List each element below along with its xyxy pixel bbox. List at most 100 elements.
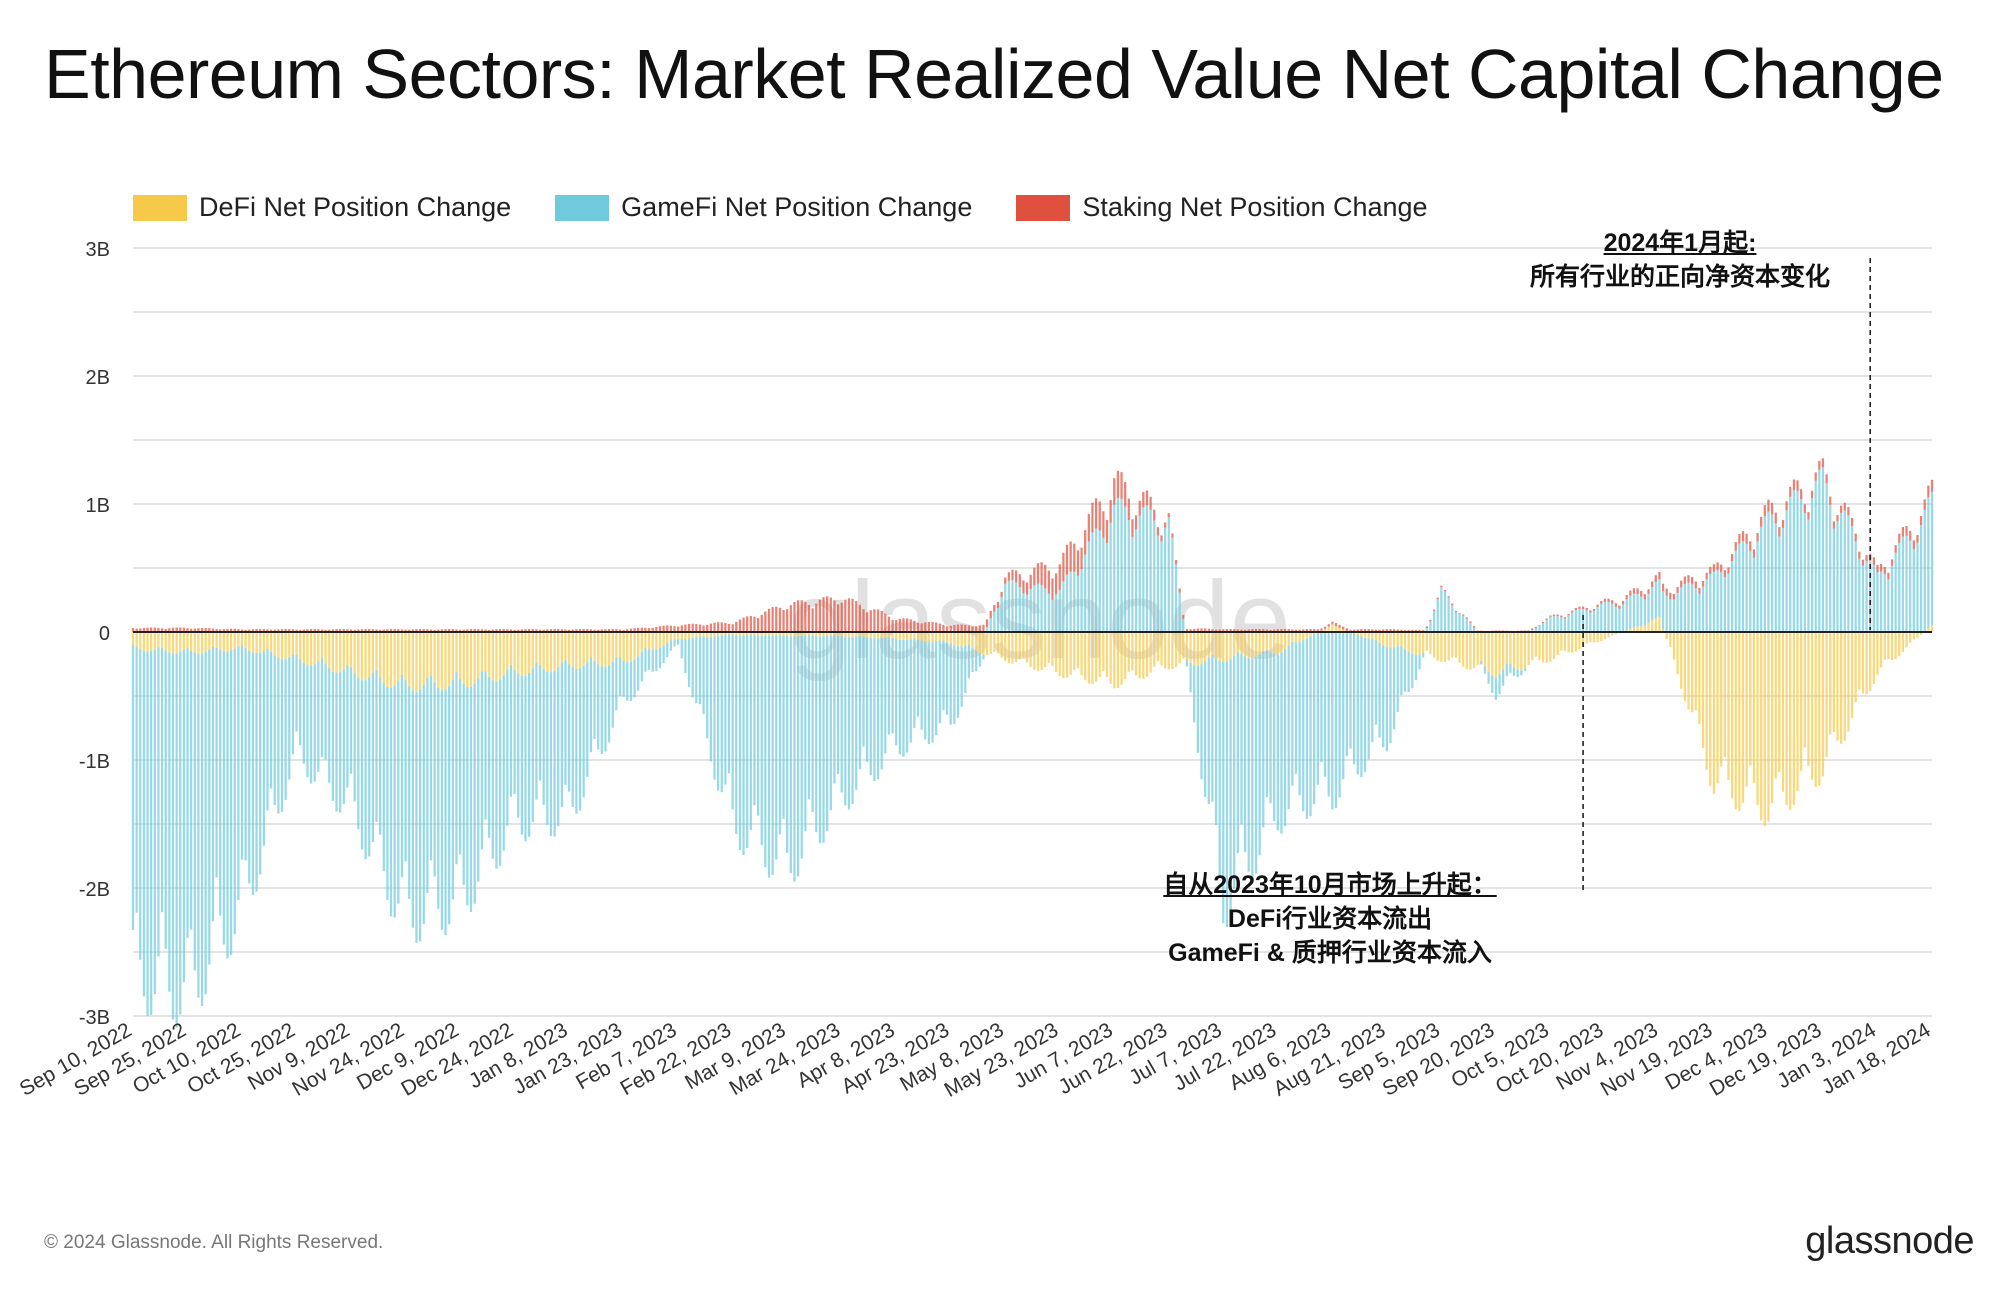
bar-gamefi	[1174, 564, 1178, 632]
bar-defi	[1371, 632, 1374, 639]
legend-item-staking[interactable]: Staking Net Position Change	[1016, 192, 1428, 223]
bar-staking	[1269, 629, 1272, 632]
bar-defi	[633, 632, 636, 660]
bar-staking	[822, 597, 825, 632]
bar-staking	[509, 629, 513, 632]
bar-gamefi	[1774, 523, 1777, 632]
bar-gamefi	[836, 635, 840, 775]
bar-staking	[1367, 629, 1370, 632]
bar-defi	[153, 632, 156, 650]
bar-gamefi	[1222, 662, 1225, 924]
bar-staking	[193, 628, 196, 632]
bar-defi	[226, 632, 229, 652]
bar-gamefi	[1861, 565, 1865, 632]
bar-defi	[1494, 632, 1497, 678]
bar-staking	[655, 626, 658, 632]
bar-gamefi	[1356, 634, 1359, 775]
bar-gamefi	[626, 662, 629, 701]
bar-defi	[259, 632, 262, 653]
bar-staking	[244, 629, 247, 632]
bar-defi	[1890, 632, 1894, 661]
y-axis-ticks: -3B -2B -1B 0 1B 2B 3B	[79, 239, 110, 1029]
bar-staking	[400, 629, 404, 632]
bar-gamefi	[1520, 670, 1523, 676]
bar-gamefi	[1898, 542, 1901, 632]
bar-defi	[1574, 632, 1577, 652]
legend-label-gamefi: GameFi Net Position Change	[621, 192, 973, 222]
bar-staking	[1305, 629, 1309, 632]
bar-gamefi	[1022, 593, 1025, 632]
bar-gamefi	[1512, 667, 1516, 676]
bar-gamefi	[1029, 589, 1032, 632]
bar-staking	[302, 629, 305, 632]
bar-gamefi	[1472, 627, 1476, 632]
bar-staking	[1149, 496, 1152, 510]
bar-staking	[364, 629, 367, 632]
bar-staking	[691, 623, 694, 632]
bar-gamefi	[873, 638, 876, 782]
bar-staking	[724, 622, 727, 632]
bar-defi	[320, 632, 324, 659]
bar-staking	[1581, 606, 1585, 609]
bar-gamefi	[1305, 638, 1309, 819]
bar-defi	[1850, 632, 1854, 719]
bar-defi	[742, 632, 745, 636]
bar-staking	[1629, 590, 1632, 596]
bar-defi	[484, 632, 487, 672]
bar-staking	[1385, 629, 1388, 632]
bar-gamefi	[393, 685, 396, 918]
bar-gamefi	[862, 636, 865, 747]
bar-gamefi	[498, 679, 502, 866]
bar-staking	[1814, 472, 1817, 481]
bar-gamefi	[1265, 649, 1269, 798]
bar-defi	[996, 632, 1000, 654]
legend-item-defi[interactable]: DeFi Net Position Change	[133, 192, 511, 223]
bar-staking	[942, 624, 945, 632]
bar-staking	[1567, 613, 1570, 616]
bar-gamefi	[1269, 652, 1272, 804]
bar-defi	[935, 632, 938, 642]
bar-gamefi	[1062, 581, 1065, 632]
bar-defi	[1058, 632, 1061, 677]
bar-defi	[324, 632, 327, 664]
bar-gamefi	[455, 672, 458, 865]
bar-gamefi	[1840, 512, 1843, 632]
bar-gamefi	[1469, 622, 1472, 632]
bar-staking	[742, 617, 745, 632]
bar-staking	[349, 629, 353, 632]
bar-defi	[528, 632, 531, 673]
bar-defi	[1919, 632, 1923, 635]
bar-defi	[451, 632, 454, 680]
bar-defi	[204, 632, 207, 652]
bar-gamefi	[746, 635, 749, 848]
bar-defi	[684, 632, 687, 639]
bar-gamefi	[342, 669, 345, 805]
bar-defi	[135, 632, 138, 648]
y-tick-label: 0	[99, 623, 110, 645]
legend-item-gamefi[interactable]: GameFi Net Position Change	[555, 192, 972, 223]
bar-defi	[1182, 632, 1185, 659]
bar-staking	[1545, 618, 1548, 620]
bar-gamefi	[168, 652, 171, 992]
bar-staking	[1247, 629, 1250, 632]
bar-defi	[989, 632, 992, 655]
bar-gamefi	[553, 670, 556, 837]
bar-defi	[1770, 632, 1774, 803]
bar-gamefi	[996, 607, 1000, 632]
bar-staking	[1672, 593, 1676, 600]
bar-staking	[1396, 629, 1399, 632]
bar-defi	[756, 632, 760, 636]
bar-gamefi	[248, 650, 251, 884]
bar-gamefi	[629, 661, 633, 701]
bar-defi	[1153, 632, 1156, 667]
bar-defi	[727, 632, 731, 635]
bar-defi	[546, 632, 549, 672]
bar-staking	[331, 629, 335, 632]
bar-gamefi	[1360, 636, 1363, 778]
bar-staking	[800, 600, 803, 632]
bar-defi	[862, 632, 865, 637]
bar-staking	[488, 629, 491, 632]
bar-staking	[1080, 547, 1083, 570]
bar-defi	[182, 632, 185, 650]
bar-gamefi	[582, 666, 585, 798]
